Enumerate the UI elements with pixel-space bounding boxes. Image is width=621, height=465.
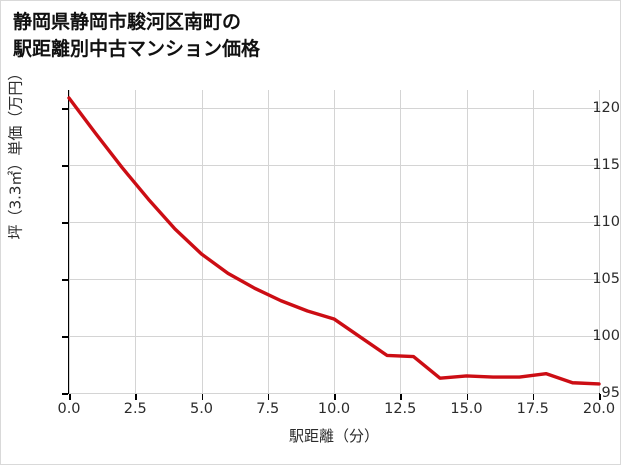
x-axis-tick-label: 2.5 bbox=[123, 401, 147, 417]
y-axis-tick-label: 105 bbox=[592, 271, 620, 288]
gridline-vertical bbox=[69, 90, 70, 393]
x-axis-tick-mark bbox=[466, 394, 468, 400]
gridline-vertical bbox=[267, 90, 269, 393]
y-axis-tick-label: 120 bbox=[592, 100, 620, 117]
y-axis-tick-mark bbox=[62, 222, 68, 224]
y-axis-title: 坪（3.3㎡）単価（万円） bbox=[6, 65, 25, 240]
gridline-vertical bbox=[334, 90, 335, 393]
x-axis-tick-label: 0.0 bbox=[57, 401, 81, 417]
x-axis-tick-mark bbox=[400, 394, 402, 400]
gridline-vertical bbox=[400, 90, 402, 393]
y-axis-tick-mark bbox=[62, 336, 68, 338]
y-axis-tick-mark bbox=[62, 393, 68, 395]
plot-area bbox=[67, 90, 601, 394]
y-axis-tick-label: 100 bbox=[592, 328, 620, 345]
x-axis-tick-mark bbox=[532, 394, 535, 400]
page-title: 静岡県静岡市駿河区南町の 駅距離別中古マンション価格 bbox=[13, 11, 261, 60]
gridline-vertical bbox=[135, 90, 137, 393]
gridline-vertical bbox=[599, 90, 600, 393]
x-axis-tick-label: 7.5 bbox=[256, 401, 280, 417]
x-axis-tick-label: 15.0 bbox=[450, 401, 483, 417]
y-axis-tick-label: 95 bbox=[601, 385, 620, 401]
gridline-vertical bbox=[532, 90, 534, 393]
x-axis-tick-label: 5.0 bbox=[189, 401, 214, 417]
gridline-vertical bbox=[201, 90, 203, 393]
x-axis-title: 駅距離（分） bbox=[288, 427, 379, 445]
y-axis-tick-mark bbox=[62, 165, 68, 167]
x-axis-tick-mark bbox=[69, 394, 71, 400]
y-axis-tick-label: 110 bbox=[592, 214, 620, 231]
x-axis-tick-label: 10.0 bbox=[317, 401, 351, 417]
x-axis-tick-mark bbox=[267, 394, 270, 400]
x-axis-tick-label: 17.5 bbox=[516, 401, 549, 417]
line-series-chart bbox=[67, 96, 601, 386]
line-series-path bbox=[67, 96, 601, 386]
x-axis-tick-mark bbox=[135, 394, 137, 400]
x-axis-tick-mark bbox=[334, 394, 336, 400]
x-axis-tick-label: 12.5 bbox=[384, 401, 417, 417]
gridline-vertical bbox=[466, 90, 468, 393]
y-axis-tick-label: 115 bbox=[592, 157, 620, 174]
x-axis-tick-label: 20.0 bbox=[582, 401, 616, 417]
x-axis-tick-mark bbox=[599, 394, 601, 400]
x-axis-tick-mark bbox=[201, 394, 203, 400]
y-axis-tick-mark bbox=[62, 108, 68, 110]
gridline-horizontal bbox=[69, 393, 599, 394]
y-axis-tick-mark bbox=[62, 279, 68, 281]
